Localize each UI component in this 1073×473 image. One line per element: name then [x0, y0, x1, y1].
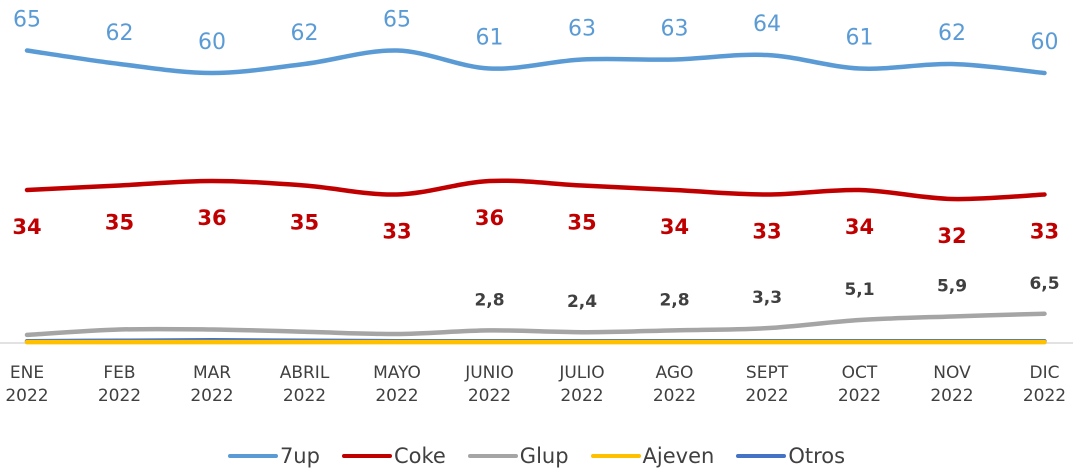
- legend-label: 7up: [279, 444, 320, 468]
- x-tick-label: JULIO 2022: [559, 363, 605, 406]
- data-label: 2,4: [567, 292, 597, 312]
- data-label: 33: [752, 220, 781, 244]
- series-line: [24, 311, 1047, 338]
- data-label: 33: [1030, 220, 1059, 244]
- x-tick-label: MAYO 2022: [373, 363, 421, 406]
- legend-item: Coke: [341, 444, 446, 468]
- x-tick-label: AGO 2022: [652, 363, 697, 406]
- x-tick-label: ABRIL 2022: [279, 363, 330, 406]
- data-label: 2,8: [659, 290, 689, 310]
- x-tick-label: SEPT 2022: [745, 363, 789, 406]
- data-label: 62: [291, 21, 319, 46]
- data-label: 62: [106, 21, 134, 46]
- x-tick-label: DIC 2022: [1022, 363, 1067, 406]
- legend-item: 7up: [227, 444, 320, 468]
- data-label: 60: [198, 30, 226, 55]
- data-label: 63: [661, 17, 689, 42]
- data-label: 64: [753, 12, 781, 37]
- legend-swatch: [341, 454, 392, 458]
- data-label: 61: [476, 26, 504, 51]
- legend-swatch: [736, 454, 787, 458]
- data-label: 2,8: [474, 290, 504, 310]
- data-label: 5,9: [937, 276, 967, 296]
- data-label: 35: [567, 211, 596, 235]
- series-line: [24, 178, 1047, 202]
- legend-label: Glup: [519, 444, 569, 468]
- x-tick-label: MAR 2022: [190, 363, 234, 406]
- x-tick-label: NOV 2022: [930, 363, 974, 406]
- legend-swatch: [590, 454, 641, 458]
- data-label: 65: [13, 8, 41, 33]
- data-label: 34: [845, 215, 874, 239]
- data-label: 65: [383, 8, 411, 33]
- data-label: 5,1: [844, 280, 874, 300]
- data-label: 32: [937, 224, 966, 248]
- legend-item: Otros: [736, 444, 845, 468]
- data-label: 63: [568, 17, 596, 42]
- data-label: 34: [12, 215, 41, 239]
- legend: 7up Coke Glup Ajeven Otros: [0, 444, 1073, 468]
- legend-item: Ajeven: [590, 444, 715, 468]
- legend-label: Coke: [393, 444, 446, 468]
- data-label: 34: [660, 215, 689, 239]
- x-tick-label: ENE 2022: [5, 363, 49, 406]
- legend-label: Otros: [788, 444, 846, 468]
- data-label: 3,3: [752, 288, 782, 308]
- data-label: 61: [846, 26, 874, 51]
- legend-swatch: [467, 454, 518, 458]
- data-label: 60: [1031, 30, 1059, 55]
- data-label: 62: [938, 21, 966, 46]
- plot: 65 62 60 62 65 61 63 63 64 61 62 60 34 35 36 35 33 36 35 34…: [0, 8, 1073, 345]
- data-label: 6,5: [1029, 274, 1059, 294]
- series-line: [24, 48, 1047, 76]
- x-tick-label: JUNIO 2022: [465, 363, 514, 406]
- data-label: 33: [382, 220, 411, 244]
- data-label: 36: [197, 206, 226, 230]
- data-label: 35: [290, 211, 319, 235]
- x-tick-label: OCT 2022: [837, 363, 882, 406]
- legend-label: Ajeven: [642, 444, 715, 468]
- legend-swatch: [227, 454, 278, 458]
- data-label: 36: [475, 206, 504, 230]
- legend-item: Glup: [467, 444, 569, 468]
- x-tick-label: FEB 2022: [97, 363, 142, 406]
- data-label: 35: [105, 211, 134, 235]
